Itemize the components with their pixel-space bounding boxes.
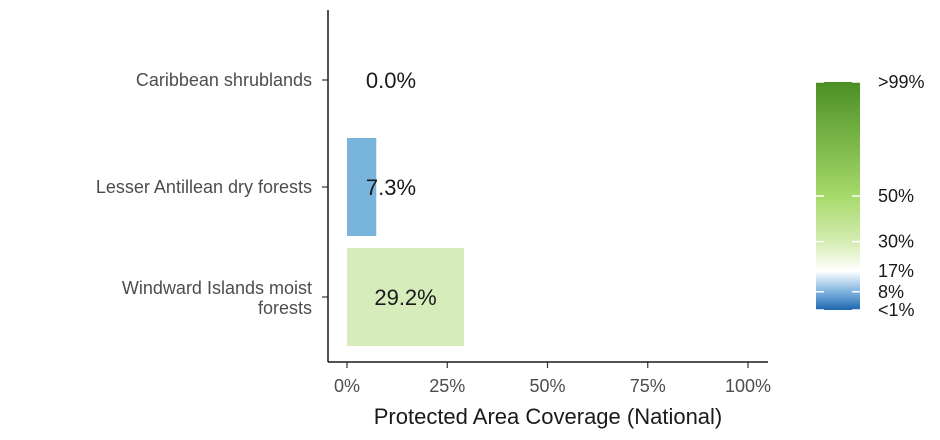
colorbar-label: 30%: [878, 232, 914, 252]
x-tick-label: 50%: [529, 376, 565, 396]
x-tick-label: 25%: [429, 376, 465, 396]
category-label: Caribbean shrublands: [136, 70, 312, 90]
category-label: Windward Islands moist forests: [122, 278, 312, 318]
colorbar-label: 8%: [878, 282, 904, 302]
bar: [347, 248, 465, 346]
data-label: 0.0%: [366, 68, 416, 93]
data-label: 7.3%: [366, 175, 416, 200]
x-tick-label: 75%: [630, 376, 666, 396]
colorbar-label: 17%: [878, 261, 914, 281]
bar: [347, 138, 377, 236]
x-tick-label: 100%: [725, 376, 771, 396]
x-axis-title: Protected Area Coverage (National): [374, 404, 723, 429]
colorbar-label: <1%: [878, 300, 915, 320]
data-label: 29.2%: [374, 285, 436, 310]
colorbar-legend: >99% 50% 30% 17%8%<1%: [816, 72, 925, 320]
colorbar-label: >99%: [878, 72, 925, 92]
plot-area: 0% 25% 50% 75% 100% 0.0% Caribbean shrublands 7…: [96, 68, 771, 396]
x-tick-label: 0%: [334, 376, 360, 396]
category-label: Lesser Antillean dry forests: [96, 177, 312, 197]
colorbar-label: 50%: [878, 186, 914, 206]
